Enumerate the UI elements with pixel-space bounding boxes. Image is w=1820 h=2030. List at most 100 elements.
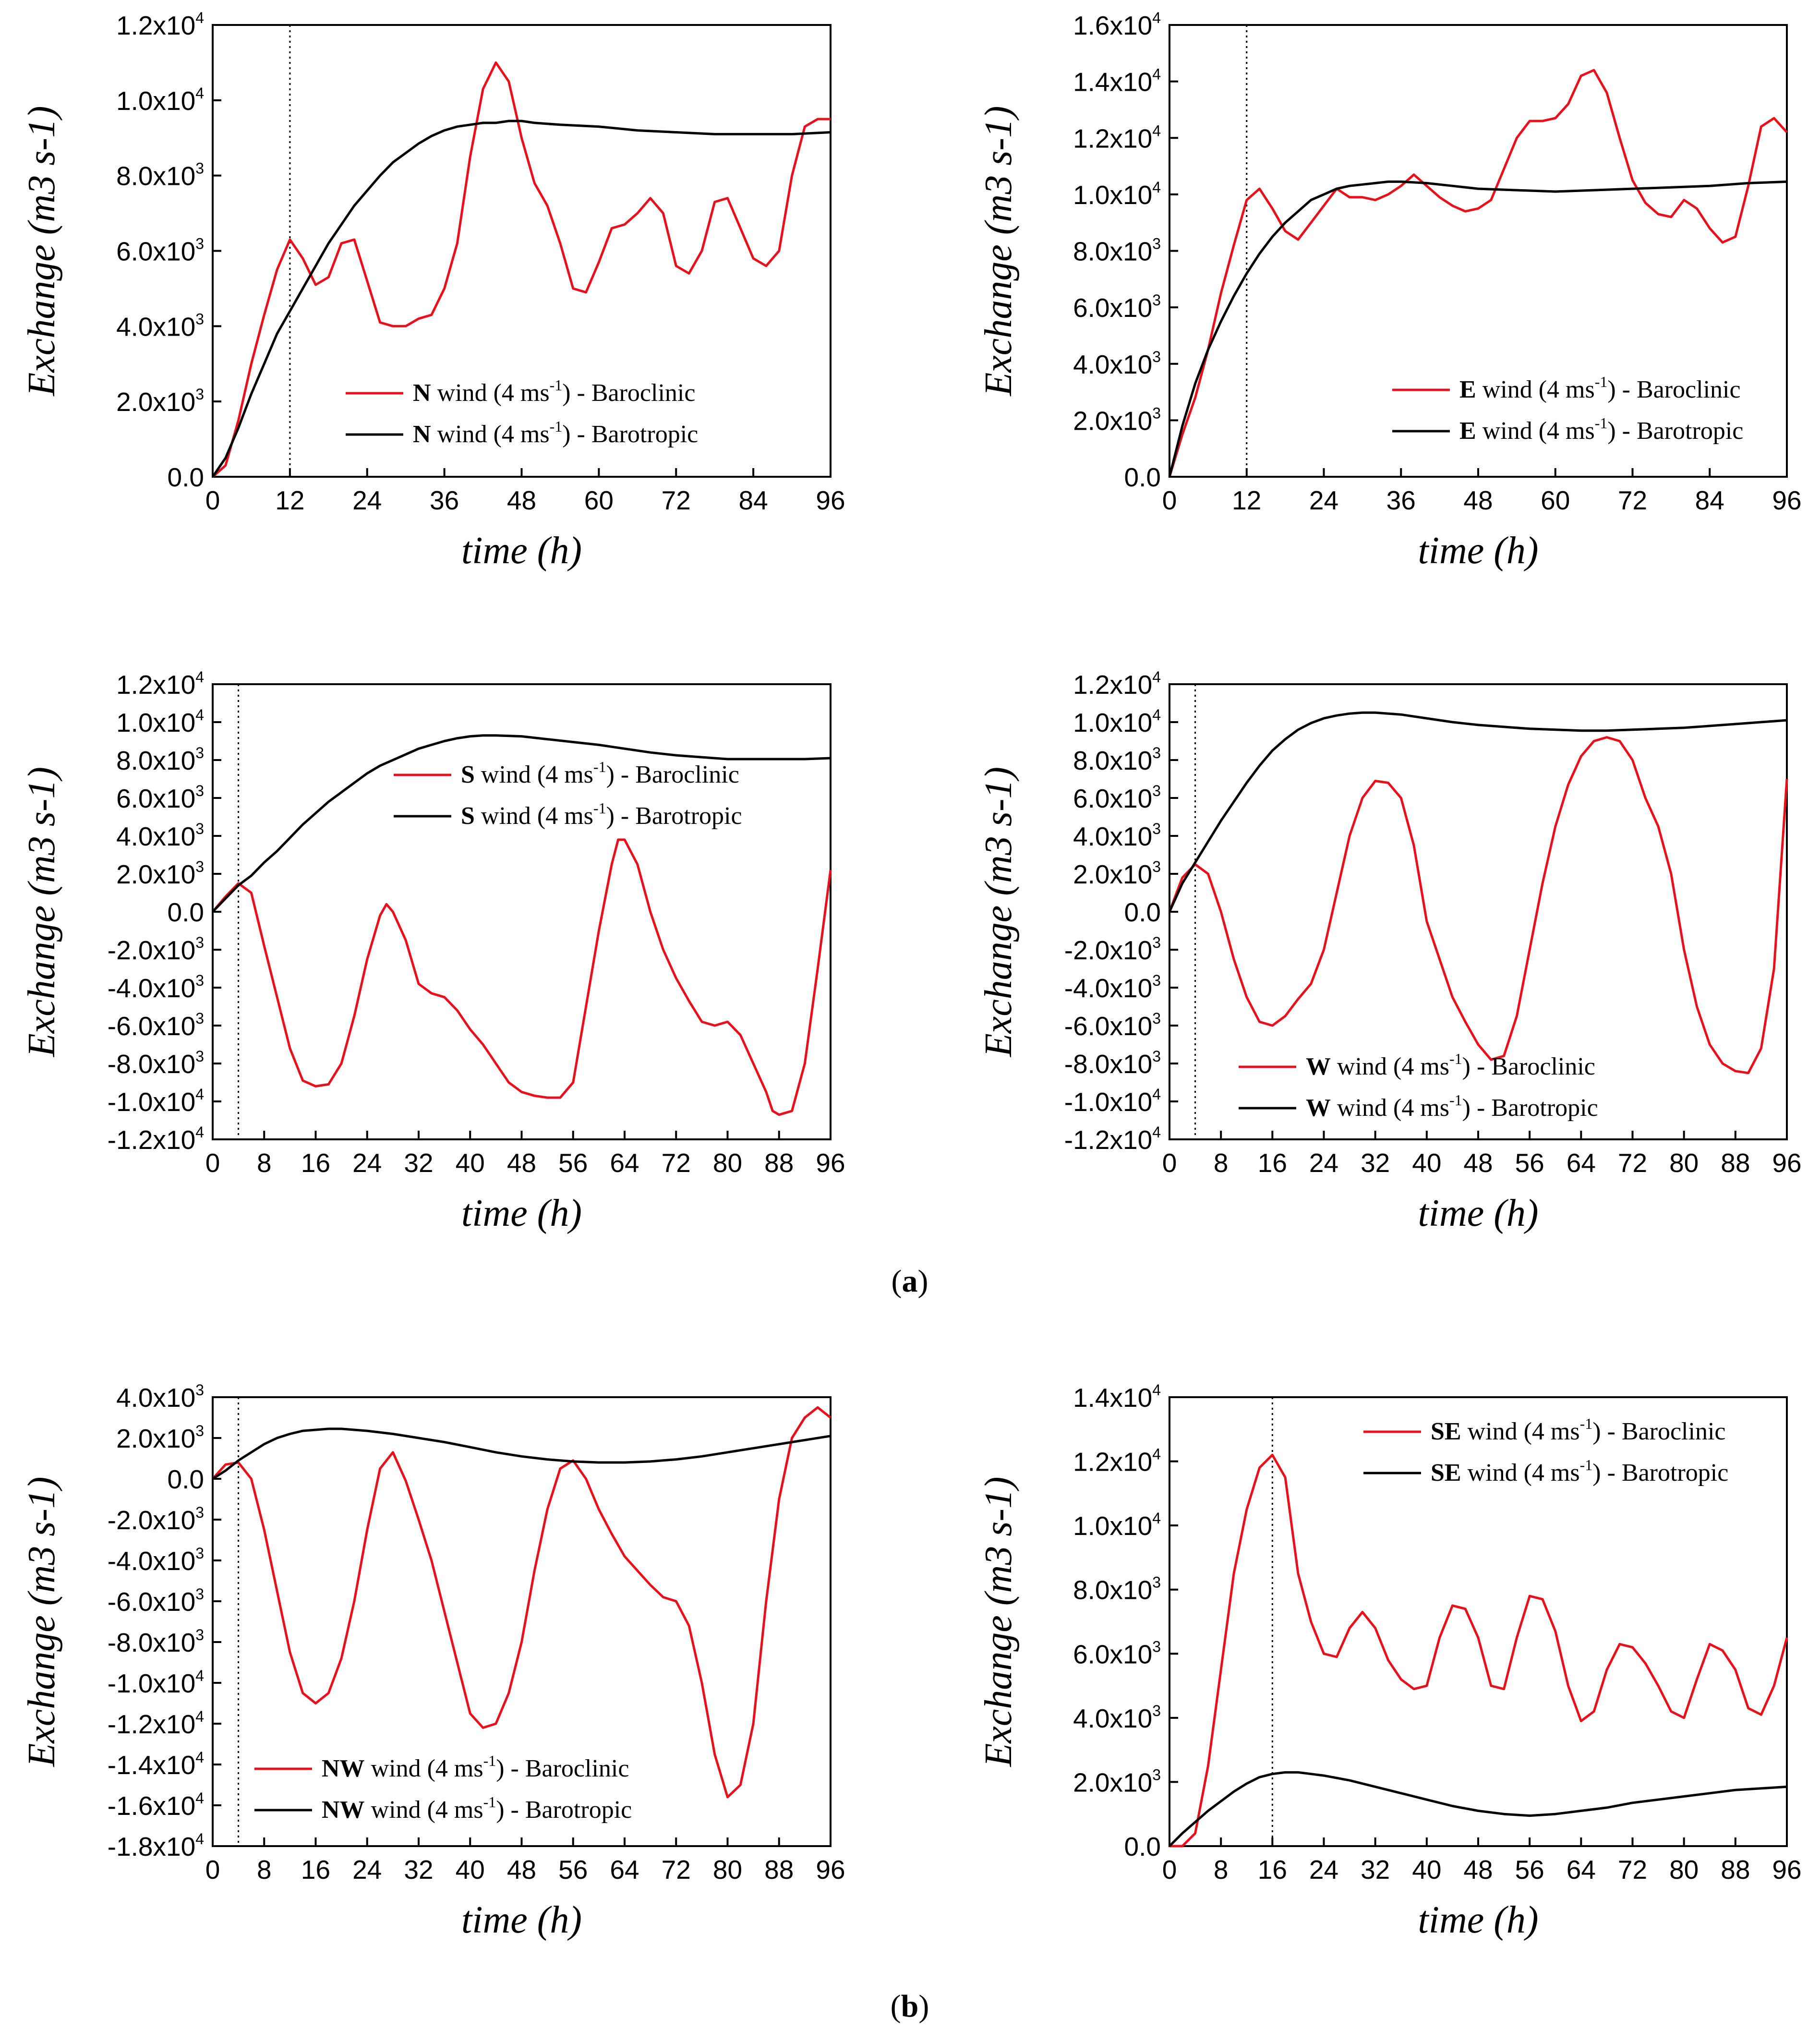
y-tick-exponent: 4 [195,1789,204,1807]
y-tick-label: 0.0 [1124,1832,1161,1861]
y-tick-exponent: 4 [1152,9,1161,26]
legend-entry-baroclinic: NW wind (4 ms-1) - Baroclinic [322,1752,629,1782]
y-tick-mantissa: 1.4x10 [1073,67,1152,97]
legend-entry-barotropic: N wind (4 ms-1) - Barotropic [413,418,698,448]
x-tick-label: 64 [1567,1855,1596,1885]
y-tick-exponent: 3 [1152,858,1161,875]
y-tick-exponent: 4 [195,1749,204,1766]
y-tick-label: 4.0x103 [116,1381,204,1413]
y-tick-mantissa: 1.0x10 [116,86,195,116]
y-tick-mantissa: 4.0x10 [116,312,195,341]
y-tick-label: 1.0x104 [116,706,204,737]
x-axis-label: time (h) [1418,530,1538,572]
x-tick-label: 24 [352,485,382,515]
y-tick-mantissa: -1.2x10 [108,1709,195,1739]
y-tick-exponent: 4 [1152,706,1161,724]
y-tick-label: 1.0x104 [1073,179,1161,210]
chart-w: 0 8 16 24 32 40 48 56 64 72 80 88 96-1.2x104-1.0x104… [977,668,1802,1234]
x-tick-label: 96 [816,485,845,515]
y-tick-label: 6.0x103 [1073,782,1161,813]
plot-frame [212,24,832,478]
legend-entry-baroclinic: E wind (4 ms-1) - Baroclinic [1459,373,1741,403]
legend-exponent: -1 [550,376,563,394]
x-tick-label: 24 [352,1855,382,1885]
x-tick-label: 48 [507,1855,536,1885]
legend-text: wind (4 ms [365,1796,483,1824]
y-tick-label: 0.0 [168,1464,204,1494]
y-tick-label: -6.0x103 [108,1585,204,1617]
legend-entry-baroclinic: N wind (4 ms-1) - Baroclinic [413,376,695,407]
x-tick-label: 80 [713,1148,742,1178]
legend-wind-direction: NW [322,1796,365,1824]
y-tick-mantissa: -1.0x10 [108,1087,195,1117]
y-tick-mantissa: 1.6x10 [1073,11,1152,40]
y-tick-exponent: 3 [195,235,204,253]
y-tick-exponent: 4 [1152,122,1161,139]
x-tick-label: 12 [1232,485,1261,515]
legend-text: ) - Baroclinic [1592,1418,1725,1445]
y-tick-label: 1.2x104 [1073,668,1161,700]
y-tick-exponent: 3 [195,1422,204,1439]
x-tick-label: 24 [1309,1855,1338,1885]
series-line-baroclinic [212,1406,832,1799]
y-tick-exponent: 3 [195,934,204,951]
y-tick-label: 1.2x104 [1073,122,1161,153]
y-axis-label: Exchange (m3 s-1) [977,767,1020,1057]
legend-entry-barotropic: E wind (4 ms-1) - Barotropic [1459,414,1743,445]
x-tick-label: 72 [662,1148,691,1178]
y-tick-mantissa: 4.0x10 [1073,1704,1152,1733]
y-tick-exponent: 3 [195,1504,204,1521]
y-tick-label: 8.0x103 [1073,235,1161,266]
y-tick-exponent: 3 [1152,404,1161,422]
x-tick-label: 40 [1412,1855,1441,1885]
x-tick-label: 48 [1463,1855,1493,1885]
x-tick-label: 48 [1463,1148,1493,1178]
y-tick-mantissa: 0.0 [1124,462,1161,492]
series-line-barotropic [211,120,831,478]
y-tick-mantissa: 4.0x10 [116,1383,195,1413]
y-tick-exponent: 4 [1152,1124,1161,1141]
chart-n: 0 12 24 36 48 60 72 84 960.02.0x1034.0x1036.0x10… [21,9,845,572]
y-tick-label: 1.2x104 [116,668,204,700]
y-tick-label: 1.2x104 [1073,1446,1161,1477]
y-tick-mantissa: 2.0x10 [1073,406,1152,435]
legend-exponent: -1 [1449,1050,1462,1067]
y-tick-label: 4.0x103 [116,820,204,851]
y-tick-exponent: 4 [195,668,204,686]
y-tick-mantissa: 2.0x10 [116,859,195,889]
legend-text: wind (4 ms [431,421,550,448]
y-tick-label: -6.0x103 [108,1010,204,1041]
legend-text: ) - Barotropic [562,421,698,448]
x-tick-label: 32 [1361,1148,1390,1178]
y-tick-label: -1.2x104 [108,1708,204,1739]
legend-wind-direction: SE [1431,1418,1461,1445]
series-line-baroclinic [212,838,832,1116]
y-tick-mantissa: 8.0x10 [1073,746,1152,775]
y-tick-mantissa: 2.0x10 [1073,859,1152,889]
legend-text: ) - Barotropic [1462,1094,1598,1122]
legend-text: wind (4 ms [1461,1418,1580,1445]
x-tick-label: 32 [404,1148,433,1178]
y-tick-mantissa: 4.0x10 [116,822,195,851]
legend-entry-barotropic: W wind (4 ms-1) - Barotropic [1306,1091,1598,1122]
x-tick-label: 8 [257,1148,272,1178]
series-line-baroclinic [212,61,831,478]
y-tick-exponent: 3 [195,1048,204,1065]
y-tick-exponent: 3 [1152,1702,1161,1719]
x-tick-label: 24 [1309,1148,1338,1178]
y-tick-exponent: 4 [1152,1086,1161,1103]
chart-nw: 0 8 16 24 32 40 48 56 64 72 80 88 96-1.8x104-1.6x104… [21,1381,845,1941]
caption-b: (b) [891,1989,929,2024]
legend-exponent: -1 [483,1752,496,1769]
y-tick-mantissa: -1.2x10 [108,1125,195,1155]
y-tick-label: 0.0 [168,897,204,927]
y-tick-label: 0.0 [1124,897,1161,927]
y-tick-mantissa: 1.2x10 [1073,1447,1152,1477]
legend-text: wind (4 ms [431,379,550,407]
y-tick-label: 4.0x103 [1073,348,1161,379]
y-tick-mantissa: -4.0x10 [108,1546,195,1576]
legend-wind-direction: S [461,802,475,830]
x-tick-label: 84 [739,485,768,515]
y-tick-label: -1.8x104 [108,1830,204,1861]
x-tick-label: 48 [1463,485,1493,515]
